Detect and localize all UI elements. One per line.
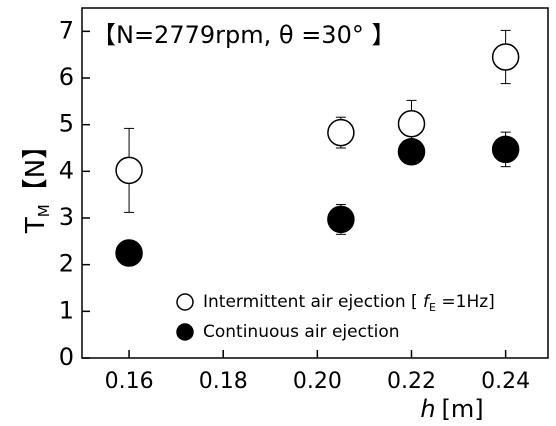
legend-text: f [423,292,432,312]
legend-marker [176,323,194,341]
y-tick-label: 0 [59,343,74,371]
legend-text: =1Hz] [436,292,495,312]
y-tick-label: 2 [59,250,74,278]
x-tick-label: 0.16 [105,369,154,394]
y-tick-label: 4 [59,156,74,184]
x-axis-label: h [m] [420,395,483,423]
legend-text: Intermittent air ejection [ [203,292,423,312]
point [397,137,426,166]
y-tick-label: 6 [59,63,74,91]
plot-frame [81,7,549,359]
legend-label: Continuous air ejection [203,322,400,342]
y-label-unit: 【N】 [21,133,51,204]
point [115,156,143,185]
legend-text: Continuous air ejection [203,322,400,342]
point [397,109,426,138]
y-tick-label: 7 [59,16,74,44]
x-tick-label: 0.24 [481,369,530,394]
y-tick-label: 5 [59,110,74,138]
point [327,118,355,147]
x-label-var: h [420,395,435,423]
x-tick-label: 0.20 [293,369,342,394]
chart-title: 【N=2779rpm, θ =30° 】 [92,21,395,49]
x-label-unit: [m] [442,395,484,423]
y-label-sub: M [35,204,53,217]
x-tick-label: 0.22 [387,369,436,394]
legend-text: E [429,301,436,314]
point [491,135,520,164]
point [115,239,143,267]
x-tick-label: 0.18 [199,369,248,394]
legend-marker [176,293,194,311]
y-tick-label: 1 [59,296,74,324]
y-axis-label: TM【N】 [21,133,53,234]
legend-label: Intermittent air ejection [ fE =1Hz] [203,292,495,314]
point [491,43,520,71]
point [327,205,355,234]
y-label-main: T [21,217,51,234]
y-tick-label: 3 [59,203,74,231]
